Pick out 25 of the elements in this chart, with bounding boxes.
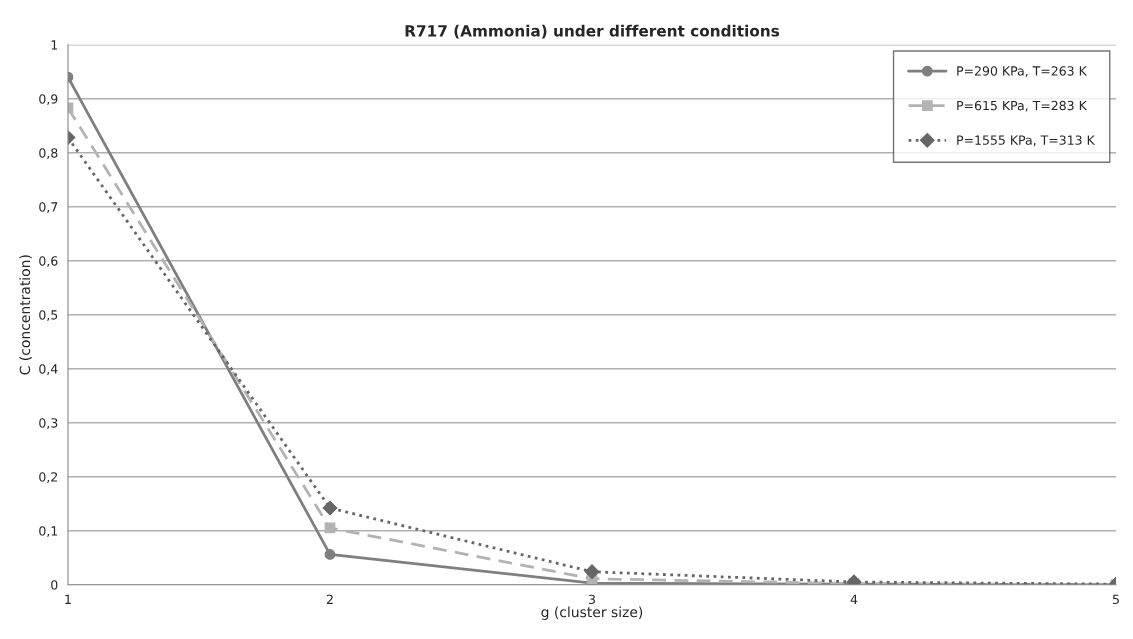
y-tick-label: 0,6 [39,256,58,267]
y-tick-label: 0,9 [39,94,58,105]
chart-title: R717 (Ammonia) under different conditions [405,24,780,39]
y-tick-label: 0 [51,580,58,590]
legend-label: P=290 KPa, T=263 K [957,66,1088,77]
legend-label: P=1555 KPa, T=313 K [957,135,1096,147]
x-tick-label: 4 [850,594,858,604]
point [324,549,336,560]
point [584,564,600,580]
y-tick-label: 0,3 [39,418,58,429]
x-tick-label: 1 [65,594,71,604]
x-axis-title: g (cluster size) [541,606,643,620]
y-tick-label: 0,7 [39,202,58,213]
x-tick-label: 3 [588,594,595,605]
x-tick-label: 2 [326,594,333,604]
point [322,500,338,516]
y-tick-label: 0,2 [39,472,58,483]
y-tick-label: 0,1 [39,526,58,537]
x-tick-label: 5 [1112,594,1119,605]
legend-label: P=615 KPa, T=283 K [957,100,1088,112]
y-tick-label: 0,8 [39,148,58,159]
y-axis-title: C (concentration) [19,255,32,375]
y-tick-label: 0,4 [39,364,58,375]
y-tick-label: 0,5 [39,310,58,321]
y-tick-label: 1 [51,40,58,50]
